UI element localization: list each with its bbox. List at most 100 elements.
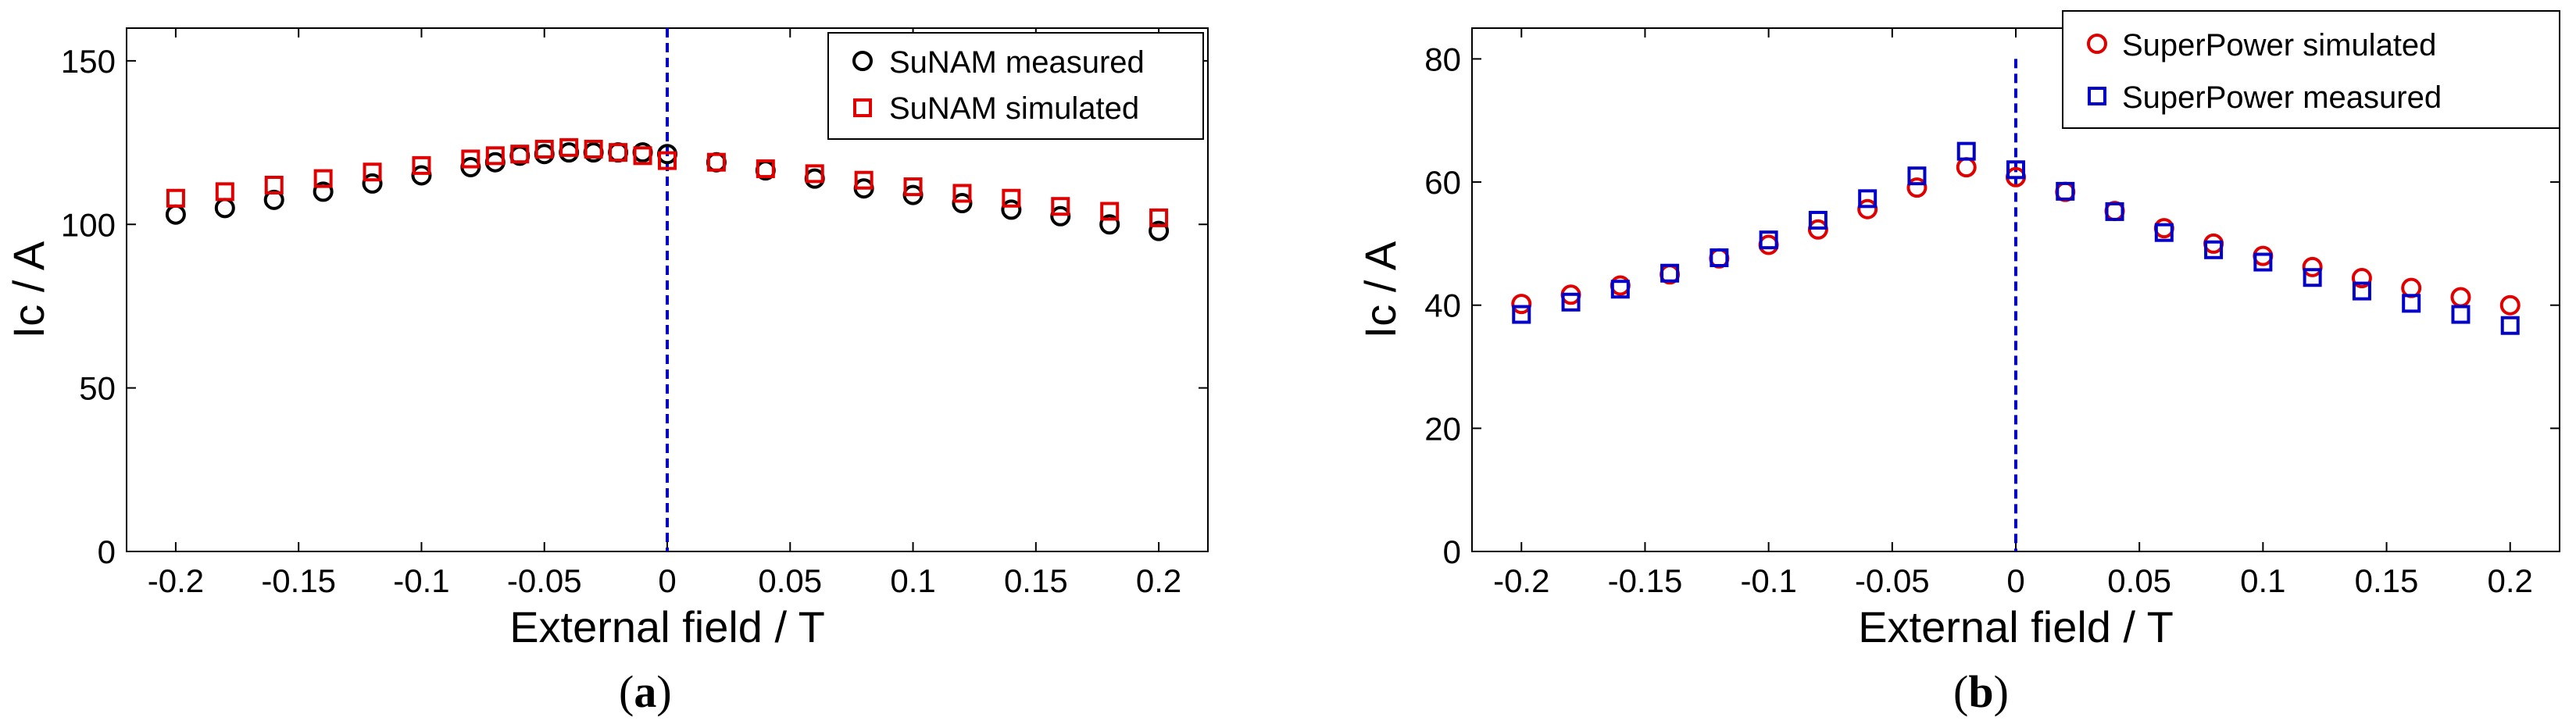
data-point <box>805 164 824 184</box>
x-tick-label: -0.2 <box>148 562 204 599</box>
data-point <box>658 151 677 170</box>
data-point <box>1660 263 1680 283</box>
data-point <box>1002 188 1021 208</box>
y-tick-label: 50 <box>79 370 116 407</box>
data-point <box>1511 294 1532 315</box>
y-axis-label-a: Ic / A <box>4 241 53 338</box>
data-point <box>363 162 382 182</box>
data-point <box>1001 199 1022 220</box>
data-point <box>633 146 652 166</box>
data-point <box>1808 210 1827 230</box>
data-point <box>1149 220 1170 241</box>
data-point <box>1710 248 1729 268</box>
data-point <box>1149 208 1169 227</box>
data-point <box>1512 305 1531 324</box>
data-point <box>584 139 603 159</box>
data-point <box>2402 294 2421 313</box>
y-tick-label: 0 <box>1443 534 1461 570</box>
data-point <box>412 155 431 175</box>
data-point <box>362 173 383 194</box>
data-point <box>313 181 334 202</box>
data-point <box>2303 268 2322 287</box>
x-tick-label: -0.1 <box>1740 562 1796 599</box>
data-point <box>1050 205 1071 227</box>
data-point <box>510 145 530 164</box>
data-point <box>2351 268 2372 289</box>
panel-paren-close: ) <box>1994 666 2009 717</box>
x-tick-label: -0.2 <box>1493 562 1549 599</box>
legend-b: SuperPower simulated SuperPower measured <box>2062 10 2560 129</box>
panel-letter: a <box>634 666 656 717</box>
data-point <box>1858 189 1878 209</box>
data-point <box>2352 281 2371 301</box>
x-tick-label: -0.05 <box>1855 562 1930 599</box>
legend-box-a <box>827 32 1204 140</box>
data-point <box>1051 197 1070 216</box>
data-point <box>952 184 972 203</box>
x-tick-label: 0.05 <box>2107 562 2171 599</box>
legend-label-sunam-simulated: SuNAM simulated <box>889 91 1139 126</box>
data-point <box>1907 166 1927 186</box>
data-point <box>461 149 481 169</box>
legend-label-superpower-simulated: SuperPower simulated <box>2122 28 2436 62</box>
data-point <box>1610 280 1630 299</box>
x-tick-label: 0.15 <box>2355 562 2419 599</box>
data-point <box>2056 181 2075 201</box>
legend-marker-superpower-measured <box>2088 87 2106 105</box>
data-point <box>1759 230 1778 250</box>
panel-label-a: (a) <box>619 666 672 717</box>
panel-label-b: (b) <box>1953 666 2009 717</box>
legend-marker-sunam-simulated <box>853 98 872 117</box>
data-point <box>2253 252 2273 272</box>
data-point <box>1857 198 1878 219</box>
data-point <box>1099 214 1120 235</box>
x-tick-label: 0.1 <box>890 562 935 599</box>
data-point <box>263 189 284 210</box>
y-axis-label-b: Ic / A <box>1356 241 1405 338</box>
data-point <box>952 193 973 214</box>
data-point <box>1100 202 1120 221</box>
y-tick-label: 0 <box>98 534 116 570</box>
x-axis-label-b: External field / T <box>1858 602 2174 651</box>
data-point <box>903 177 923 197</box>
data-point <box>2204 240 2224 259</box>
panel-a: -0.2 -0.15 -0.1 -0.05 0 0.05 0.1 0.15 0.2 0 50 100 1… <box>4 27 1209 717</box>
data-point <box>1561 292 1581 312</box>
x-axis-label-a: External field / T <box>509 602 825 651</box>
data-point <box>559 137 579 157</box>
y-tick-label: 100 <box>61 206 116 243</box>
legend-marker-superpower-simulated <box>2087 34 2107 54</box>
x-tick-label: 0.1 <box>2240 562 2285 599</box>
panel-letter: b <box>1968 666 1993 717</box>
data-point <box>534 139 554 159</box>
x-tick-label: 0 <box>658 562 676 599</box>
panel-b: -0.2 -0.15 -0.1 -0.05 0 0.05 0.1 0.15 0.2 0 20 40 60… <box>1356 10 2560 717</box>
data-point <box>2006 160 2025 180</box>
y-tick-label: 80 <box>1424 41 1461 77</box>
data-point <box>1906 177 1928 198</box>
x-tick-label: 0 <box>2006 562 2024 599</box>
data-point <box>411 165 432 186</box>
y-tick-label: 150 <box>61 43 116 80</box>
y-tick-label: 40 <box>1424 287 1461 324</box>
x-tick-label: 0.15 <box>1004 562 1068 599</box>
x-tick-label: 0.05 <box>758 562 822 599</box>
data-point <box>2105 202 2124 221</box>
data-point <box>2499 294 2521 316</box>
x-tick-label: -0.15 <box>1608 562 1683 599</box>
data-point <box>2154 223 2174 242</box>
data-point <box>609 143 628 162</box>
legend-marker-sunam-measured <box>852 51 873 71</box>
legend-a: SuNAM measured SuNAM simulated <box>827 32 1204 140</box>
x-tick-label: -0.1 <box>393 562 449 599</box>
data-point <box>485 146 505 166</box>
data-point <box>2500 316 2520 335</box>
panel-paren-close: ) <box>656 666 671 717</box>
x-tick-label: -0.05 <box>507 562 582 599</box>
data-point <box>264 176 284 194</box>
y-tick-label: 60 <box>1424 164 1461 201</box>
data-point <box>313 169 333 188</box>
data-point <box>706 152 726 172</box>
legend-label-superpower-measured: SuperPower measured <box>2122 80 2442 115</box>
